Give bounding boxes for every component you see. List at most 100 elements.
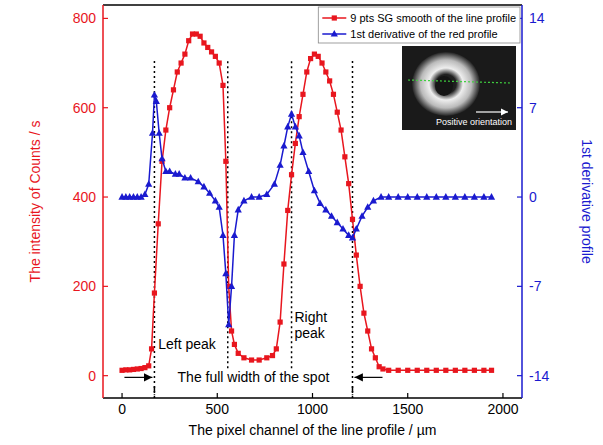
y2-tick <box>517 375 522 376</box>
point <box>248 193 255 200</box>
point <box>335 110 340 115</box>
point <box>414 193 421 200</box>
x-tick <box>407 393 408 398</box>
point <box>232 342 237 347</box>
point <box>380 366 385 371</box>
y-tick <box>103 286 108 287</box>
point <box>297 114 302 119</box>
y-tick <box>103 107 108 108</box>
point <box>365 328 370 333</box>
point <box>288 110 295 117</box>
point <box>327 78 332 83</box>
y2-tick-label: -14 <box>529 368 549 384</box>
point <box>152 290 157 295</box>
point <box>424 368 429 373</box>
point <box>292 123 299 130</box>
y2-axis-title: 1st derivative profile <box>579 139 595 264</box>
point <box>317 199 324 206</box>
point <box>181 174 188 181</box>
point <box>328 212 335 219</box>
x-tick-label: 2000 <box>487 401 518 417</box>
x-axis-title: The pixel channel of the line profile / … <box>189 422 437 438</box>
point <box>176 170 183 177</box>
point <box>228 282 235 289</box>
point <box>452 193 459 200</box>
point <box>205 45 210 50</box>
point <box>395 193 402 200</box>
point <box>270 353 275 358</box>
y-tick-label: 800 <box>73 10 97 26</box>
point <box>241 355 246 360</box>
y2-tick-label: 0 <box>529 189 537 205</box>
y2-tick-label: -7 <box>529 278 542 294</box>
inset-line <box>408 80 510 83</box>
y2-tick-label: 7 <box>529 100 537 116</box>
point <box>223 159 228 164</box>
y-tick-label: 400 <box>73 189 97 205</box>
point <box>361 311 366 316</box>
point <box>415 368 420 373</box>
y-tick-label: 600 <box>73 100 97 116</box>
point <box>213 54 218 59</box>
inset-spot <box>412 52 480 116</box>
point <box>285 208 290 213</box>
point <box>423 193 430 200</box>
point <box>236 351 241 356</box>
inset-background <box>402 46 516 130</box>
y-tick <box>103 196 108 197</box>
legend-box <box>318 7 520 43</box>
point <box>149 129 156 136</box>
point <box>353 225 360 232</box>
inset: Positive orientation <box>402 46 516 130</box>
y-tick-label: 200 <box>73 278 97 294</box>
point <box>163 127 168 132</box>
point <box>342 154 347 159</box>
point <box>488 193 495 200</box>
x-tick-label: 1500 <box>392 401 423 417</box>
plot-area <box>118 31 495 398</box>
x-tick <box>312 393 313 398</box>
top-frame <box>103 4 522 6</box>
point <box>225 321 232 328</box>
point <box>472 368 477 373</box>
point <box>404 193 411 200</box>
inset-arrow <box>476 111 508 112</box>
y-tick <box>103 18 108 19</box>
point <box>209 49 214 54</box>
x-tick <box>217 393 218 398</box>
annotation: Left peak <box>158 336 217 352</box>
point <box>334 219 341 226</box>
point <box>322 206 329 213</box>
point <box>167 105 172 110</box>
point <box>271 180 278 187</box>
point <box>453 368 458 373</box>
point <box>434 368 439 373</box>
point <box>280 142 287 149</box>
legend: 9 pts SG smooth of the line profile1st d… <box>318 7 520 43</box>
x-tick <box>121 393 122 398</box>
point <box>281 261 286 266</box>
point <box>198 34 203 39</box>
point <box>201 40 206 45</box>
point <box>240 197 247 204</box>
point <box>277 161 284 168</box>
x-tick-label: 500 <box>206 401 230 417</box>
inset-hole <box>435 76 453 96</box>
point <box>195 178 202 185</box>
point <box>471 193 478 200</box>
point <box>489 368 494 373</box>
point <box>235 206 242 213</box>
point <box>386 368 391 373</box>
y2-tick <box>517 286 522 287</box>
point <box>149 346 154 351</box>
point <box>480 193 487 200</box>
point <box>461 193 468 200</box>
point <box>293 141 298 146</box>
y2-tick-label: 14 <box>529 10 545 26</box>
point <box>146 363 151 368</box>
point <box>350 217 355 222</box>
point <box>373 355 378 360</box>
point <box>349 234 356 241</box>
point <box>166 168 173 175</box>
y2-tick <box>517 107 522 108</box>
